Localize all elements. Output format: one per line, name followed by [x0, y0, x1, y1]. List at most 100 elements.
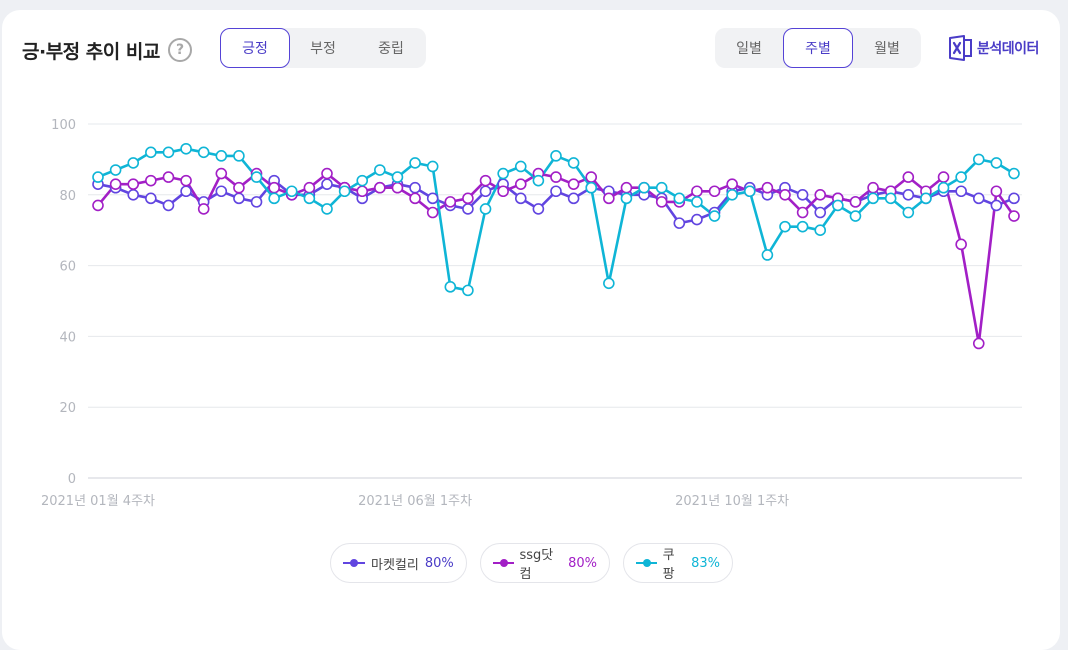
data-point[interactable]	[567, 178, 580, 190]
data-point[interactable]	[356, 185, 369, 198]
data-point[interactable]	[162, 171, 175, 183]
data-point[interactable]	[972, 337, 985, 350]
data-point[interactable]	[215, 185, 228, 198]
data-point[interactable]	[620, 181, 633, 194]
tab-daily[interactable]: 일별	[736, 41, 762, 57]
data-point[interactable]	[321, 203, 333, 215]
data-point[interactable]	[250, 171, 263, 183]
data-point[interactable]	[585, 171, 598, 183]
data-point[interactable]	[1008, 167, 1020, 180]
data-point[interactable]	[691, 213, 703, 226]
data-point[interactable]	[849, 210, 862, 222]
data-point[interactable]	[603, 192, 615, 205]
data-point[interactable]	[233, 181, 245, 194]
data-point[interactable]	[303, 192, 316, 205]
data-point[interactable]	[779, 189, 791, 201]
data-point[interactable]	[955, 185, 967, 198]
data-point[interactable]	[638, 181, 650, 194]
data-point[interactable]	[426, 160, 439, 173]
data-point[interactable]	[514, 192, 527, 205]
data-point[interactable]	[761, 249, 774, 261]
data-point[interactable]	[338, 185, 351, 198]
data-point[interactable]	[796, 220, 809, 233]
data-point[interactable]	[426, 192, 439, 205]
data-point[interactable]	[849, 196, 862, 208]
export-data-button[interactable]: 분석데이터	[947, 34, 1039, 62]
data-point[interactable]	[303, 181, 316, 194]
data-point[interactable]	[285, 185, 298, 198]
data-point[interactable]	[814, 189, 827, 201]
data-point[interactable]	[585, 181, 598, 194]
data-point[interactable]	[990, 157, 1003, 169]
data-point[interactable]	[620, 192, 633, 205]
data-point[interactable]	[567, 192, 580, 205]
data-point[interactable]	[109, 178, 122, 190]
data-point[interactable]	[444, 281, 457, 293]
data-point[interactable]	[462, 284, 474, 297]
data-point[interactable]	[92, 199, 104, 212]
data-point[interactable]	[197, 203, 210, 215]
data-point[interactable]	[197, 146, 210, 159]
data-point[interactable]	[162, 146, 175, 159]
data-point[interactable]	[233, 192, 245, 205]
data-point[interactable]	[92, 171, 104, 183]
data-point[interactable]	[215, 150, 228, 162]
data-point[interactable]	[391, 171, 404, 183]
data-point[interactable]	[867, 192, 879, 205]
data-point[interactable]	[109, 164, 122, 176]
data-point[interactable]	[391, 181, 404, 194]
data-point[interactable]	[708, 185, 721, 198]
data-point[interactable]	[532, 203, 545, 215]
data-point[interactable]	[215, 167, 228, 180]
data-point[interactable]	[321, 167, 333, 180]
data-point[interactable]	[779, 220, 791, 233]
legend-item-marketkurly[interactable]: 마켓컬리 80%	[330, 543, 467, 583]
data-point[interactable]	[937, 181, 950, 194]
data-point[interactable]	[479, 203, 492, 215]
data-point[interactable]	[426, 206, 439, 219]
data-point[interactable]	[867, 181, 879, 194]
data-point[interactable]	[796, 206, 809, 219]
data-point[interactable]	[1008, 192, 1020, 205]
data-point[interactable]	[409, 192, 421, 205]
data-point[interactable]	[514, 178, 527, 190]
data-point[interactable]	[497, 185, 509, 198]
data-point[interactable]	[250, 196, 263, 208]
data-point[interactable]	[268, 192, 280, 205]
data-point[interactable]	[409, 181, 421, 194]
data-point[interactable]	[761, 181, 774, 194]
data-point[interactable]	[691, 196, 703, 208]
data-point[interactable]	[972, 192, 985, 205]
tab-neutral[interactable]: 중립	[378, 41, 404, 57]
data-point[interactable]	[444, 196, 457, 208]
legend-item-ssg[interactable]: ssg닷컴 80%	[480, 543, 610, 583]
data-point[interactable]	[603, 277, 615, 290]
data-point[interactable]	[884, 192, 897, 205]
data-point[interactable]	[990, 199, 1003, 212]
data-point[interactable]	[145, 146, 157, 159]
data-point[interactable]	[920, 192, 932, 205]
help-icon[interactable]: ?	[168, 38, 192, 62]
data-point[interactable]	[127, 189, 140, 201]
legend-item-coupang[interactable]: 쿠팡 83%	[623, 543, 733, 583]
data-point[interactable]	[550, 185, 562, 198]
data-point[interactable]	[1008, 210, 1020, 222]
data-point[interactable]	[937, 171, 950, 183]
data-point[interactable]	[673, 217, 686, 229]
data-point[interactable]	[145, 174, 157, 187]
tab-negative[interactable]: 부정	[310, 41, 336, 57]
data-point[interactable]	[832, 199, 844, 212]
data-point[interactable]	[567, 157, 580, 169]
data-point[interactable]	[655, 181, 668, 194]
data-point[interactable]	[902, 206, 915, 219]
data-point[interactable]	[127, 157, 140, 169]
data-point[interactable]	[655, 196, 668, 208]
data-point[interactable]	[743, 185, 756, 198]
data-point[interactable]	[902, 171, 915, 183]
data-point[interactable]	[409, 157, 421, 169]
tab-positive[interactable]: 긍정	[220, 28, 290, 68]
data-point[interactable]	[356, 174, 369, 187]
data-point[interactable]	[990, 185, 1003, 198]
data-point[interactable]	[268, 181, 280, 194]
data-point[interactable]	[972, 153, 985, 166]
